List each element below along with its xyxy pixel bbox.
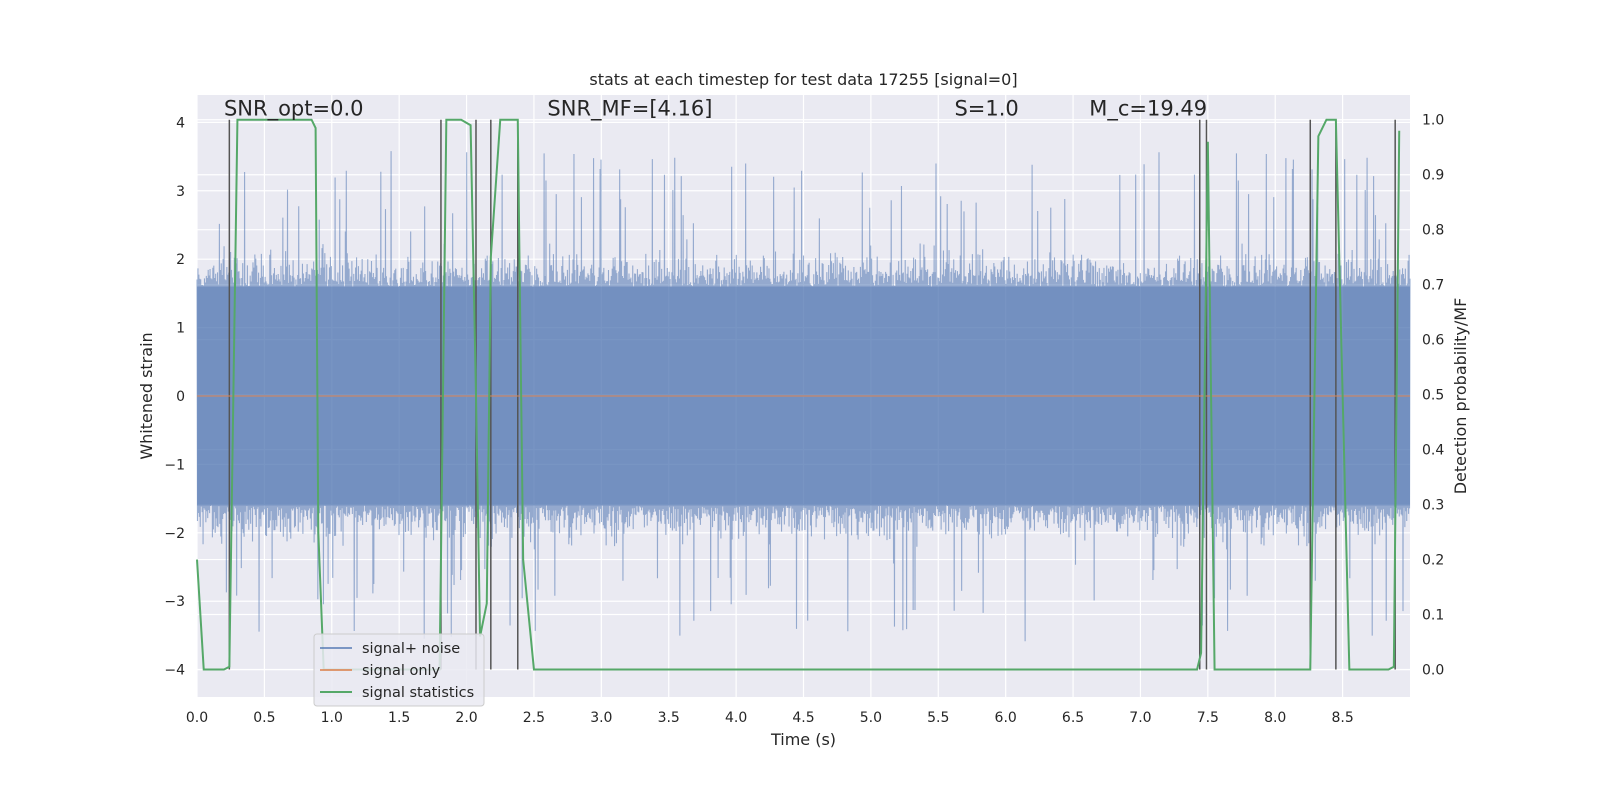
x-tick-label: 2.0 <box>455 710 477 726</box>
x-tick-label: 1.5 <box>388 710 410 726</box>
y2-tick-label: 0.3 <box>1422 498 1444 514</box>
y2-tick-label: 0.0 <box>1422 663 1444 679</box>
y2-tick-label: 0.7 <box>1422 278 1444 294</box>
y2-axis-label: Detection probability/MF <box>1451 298 1470 495</box>
y2-tick-label: 0.9 <box>1422 168 1444 184</box>
x-tick-label: 5.5 <box>927 710 949 726</box>
legend-entry: signal+ noise <box>362 641 460 657</box>
annotation-s: S=1.0 <box>954 97 1018 121</box>
x-tick-label: 0.5 <box>253 710 275 726</box>
x-tick-label: 4.5 <box>792 710 814 726</box>
y2-tick-label: 0.5 <box>1422 388 1444 404</box>
x-tick-label: 3.5 <box>658 710 680 726</box>
y-tick-label: 3 <box>176 184 185 200</box>
x-tick-label: 8.0 <box>1264 710 1286 726</box>
y-tick-label: −3 <box>164 594 185 610</box>
x-tick-label: 0.0 <box>186 710 208 726</box>
y2-tick-label: 0.1 <box>1422 608 1444 624</box>
tick-labels: 0.0 0.5 1.0 1.5 2.0 2.5 3.0 3.5 4.0 4.5 5.0 5.5 6.0 6… <box>164 113 1444 726</box>
x-tick-label: 7.0 <box>1129 710 1151 726</box>
y2-tick-label: 0.8 <box>1422 223 1444 239</box>
legend-box <box>313 633 485 707</box>
y-tick-label: −4 <box>164 663 185 679</box>
x-tick-label: 8.5 <box>1331 710 1353 726</box>
y2-tick-label: 0.4 <box>1422 443 1444 459</box>
y-tick-label: −1 <box>164 457 185 473</box>
x-tick-label: 1.0 <box>321 710 343 726</box>
annotations: SNR_opt=0.0 SNR_MF=[4.16] S=1.0 M_c=19.49 <box>224 97 1207 122</box>
y2-tick-label: 1.0 <box>1422 113 1444 129</box>
y-tick-label: 4 <box>176 115 185 131</box>
x-tick-label: 6.0 <box>995 710 1017 726</box>
y2-tick-label: 0.6 <box>1422 333 1444 349</box>
annotation-snr-opt: SNR_opt=0.0 <box>224 97 364 122</box>
x-tick-label: 3.0 <box>590 710 612 726</box>
y-tick-label: 0 <box>176 389 185 405</box>
chart-title: stats at each timestep for test data 172… <box>589 70 1017 89</box>
y-tick-label: −2 <box>164 526 185 542</box>
signal-statistics-line <box>196 118 1401 671</box>
legend-entry: signal statistics <box>362 685 474 701</box>
legend-entry: signal only <box>362 663 441 679</box>
annotation-snr-mf: SNR_MF=[4.16] <box>547 97 712 122</box>
x-tick-label: 4.0 <box>725 710 747 726</box>
x-axis-label: Time (s) <box>770 730 836 749</box>
x-tick-label: 6.5 <box>1062 710 1084 726</box>
y2-tick-label: 0.2 <box>1422 553 1444 569</box>
y-tick-label: 1 <box>176 321 185 337</box>
y-tick-label: 2 <box>176 252 185 268</box>
annotation-mc: M_c=19.49 <box>1089 97 1207 122</box>
line-series <box>196 118 1410 671</box>
x-tick-label: 5.0 <box>860 710 882 726</box>
y-axis-label: Whitened strain <box>137 332 156 459</box>
x-tick-label: 2.5 <box>523 710 545 726</box>
legend: signal+ noise signal only signal statistic… <box>313 633 485 707</box>
signal-noise-line <box>196 151 1411 642</box>
x-tick-label: 7.5 <box>1197 710 1219 726</box>
